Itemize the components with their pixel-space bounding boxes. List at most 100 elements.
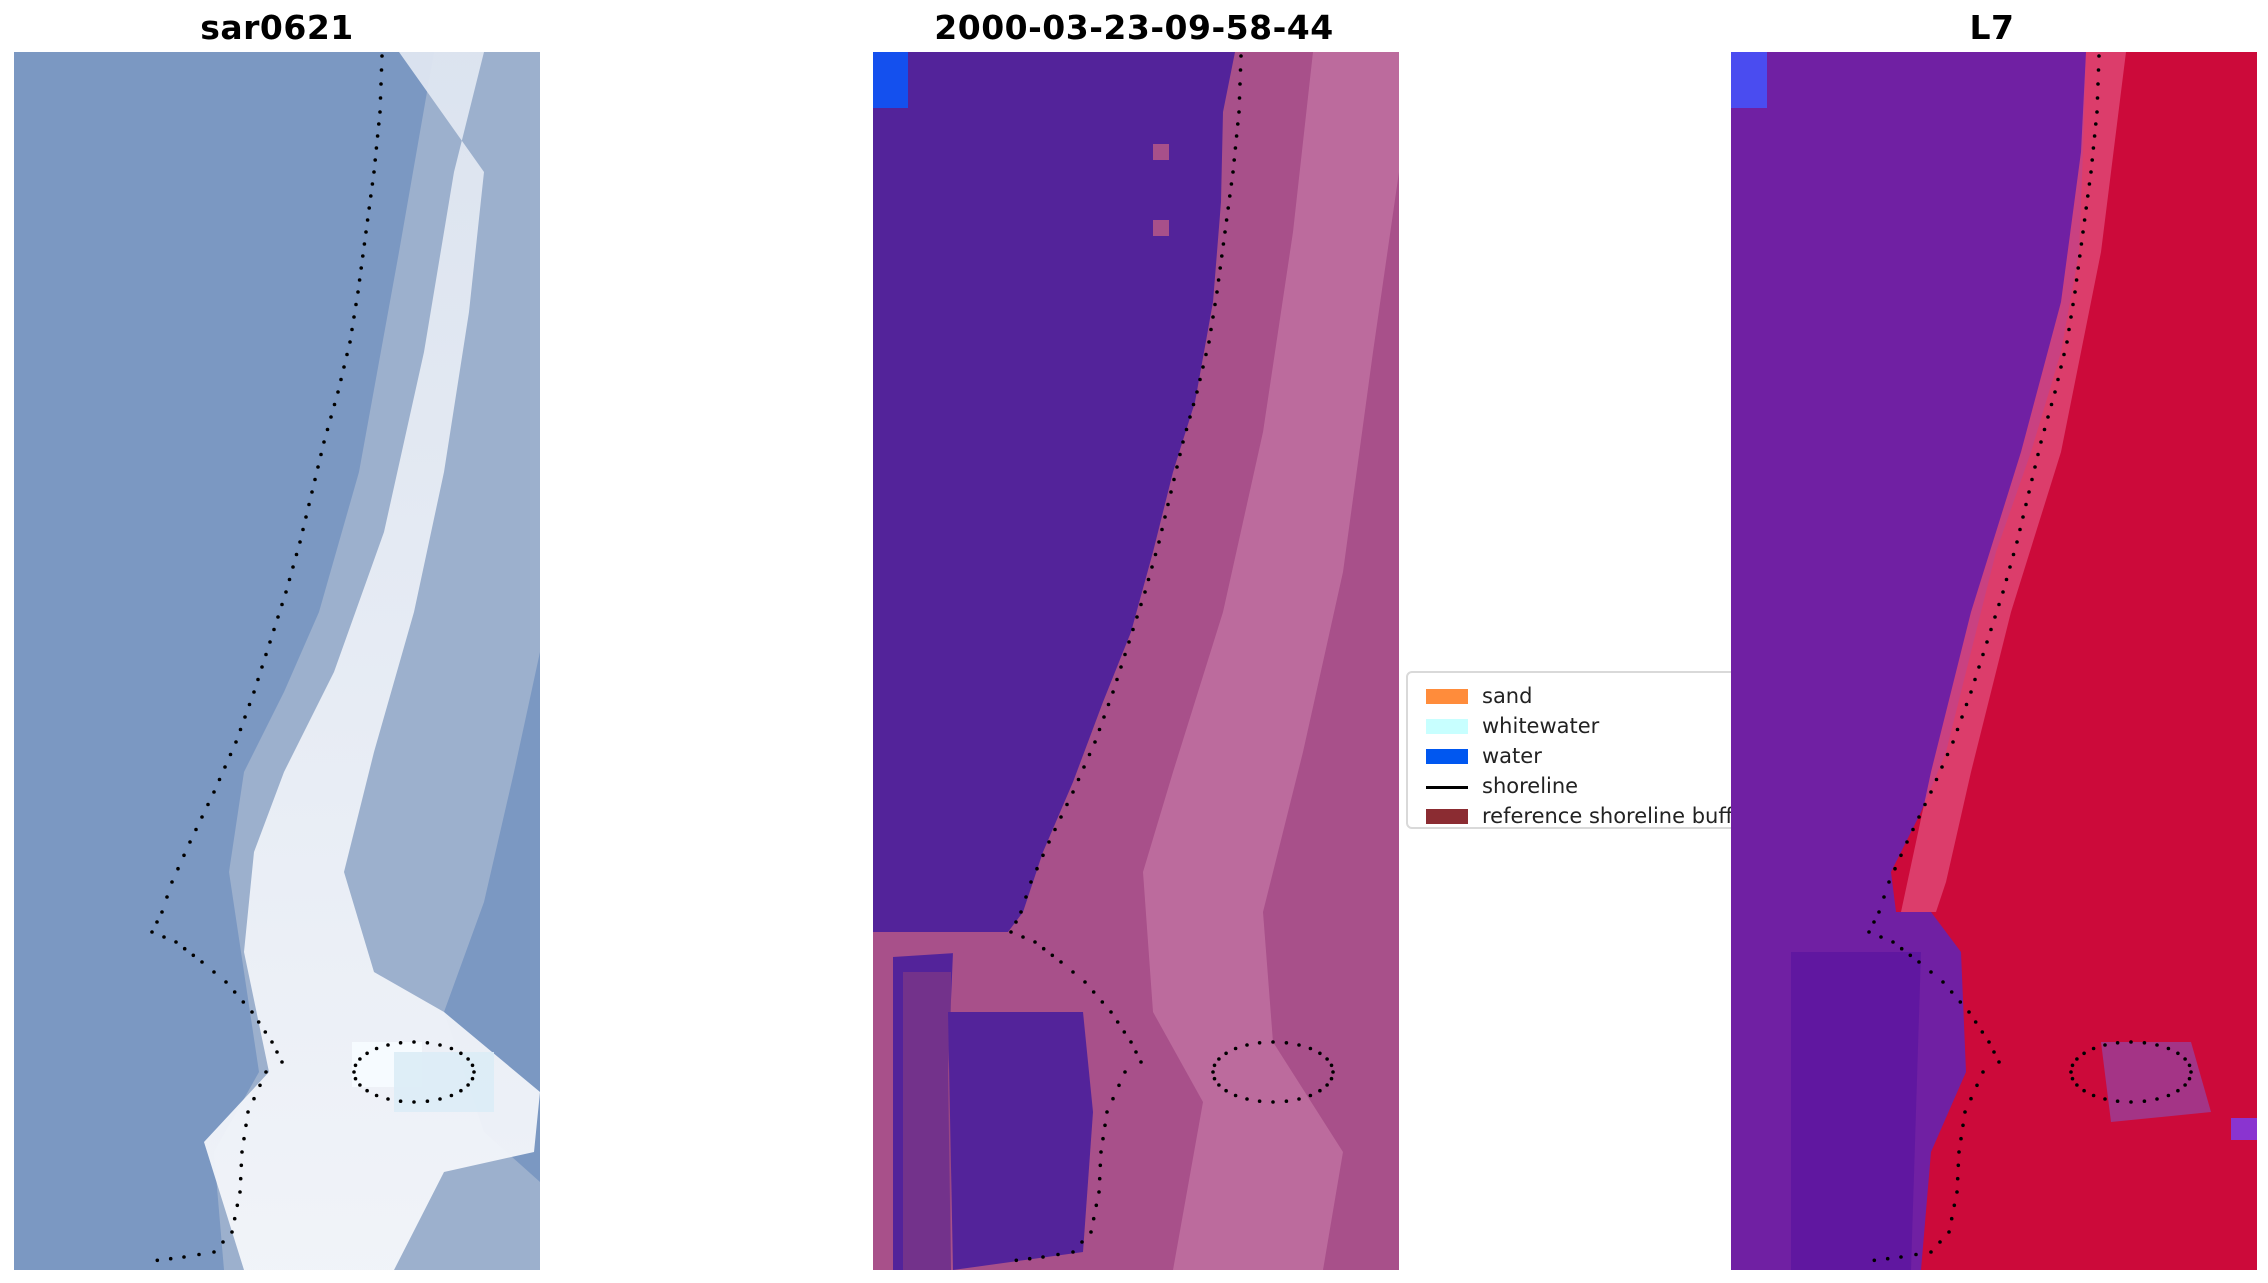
- shoreline-dot: [2071, 302, 2075, 307]
- shoreline-dot: [1106, 702, 1111, 707]
- shoreline-dot: [1091, 1216, 1096, 1221]
- shoreline-dot: [2073, 290, 2077, 294]
- shoreline-dot: [319, 452, 323, 457]
- shoreline-dot: [1143, 590, 1147, 594]
- shoreline-dot: [2092, 134, 2097, 138]
- shoreline-dot: [1945, 752, 1950, 757]
- shoreline-dot: [212, 1250, 216, 1254]
- shoreline-dot: [2062, 352, 2066, 357]
- shoreline-dot: [386, 1043, 390, 1047]
- shoreline-dot: [1212, 1076, 1217, 1081]
- shoreline-dot: [1056, 1252, 1060, 1257]
- shoreline-dot: [398, 1041, 403, 1045]
- shoreline-dot: [1127, 640, 1131, 644]
- shoreline-dot: [339, 377, 343, 382]
- shoreline-dot: [1955, 727, 1960, 732]
- shoreline-dot: [1964, 702, 1969, 707]
- shoreline-dot: [2070, 1076, 2075, 1081]
- shoreline-dot: [2039, 440, 2043, 444]
- shoreline-dot: [2011, 552, 2016, 557]
- shoreline-dot: [182, 853, 186, 858]
- shoreline-dot: [275, 1050, 279, 1054]
- shoreline-dot: [242, 1136, 246, 1141]
- shoreline-dot: [1041, 853, 1045, 858]
- shoreline-dot: [361, 254, 365, 258]
- shoreline-dot: [1111, 690, 1115, 694]
- shoreline-dot: [241, 1000, 246, 1004]
- shoreline-dot: [1009, 930, 1013, 934]
- shoreline-dot: [365, 1088, 369, 1093]
- shoreline-dot: [264, 1070, 268, 1074]
- shoreline-dot: [230, 1230, 234, 1234]
- shoreline-dot: [1083, 980, 1087, 984]
- shoreline-dot: [2142, 1099, 2147, 1103]
- shoreline-dot: [1284, 1041, 1289, 1045]
- shoreline-dot: [1893, 866, 1897, 871]
- shoreline-dot: [1969, 1096, 1973, 1101]
- land-index-area: [1891, 52, 2257, 1270]
- shoreline-dot: [1029, 880, 1033, 884]
- shoreline-dot: [1959, 1136, 1963, 1141]
- shoreline-dot: [2129, 1100, 2133, 1104]
- shoreline-dot: [2176, 1088, 2180, 1093]
- shoreline-dot: [1220, 254, 1224, 258]
- shoreline-dot: [1955, 1176, 1960, 1181]
- shoreline-dot: [2021, 515, 2025, 519]
- legend-label: shoreline: [1482, 774, 1579, 798]
- shoreline-dot: [1080, 1240, 1084, 1244]
- shoreline-dot: [466, 1057, 470, 1061]
- shoreline-dot: [358, 1083, 362, 1087]
- shoreline-dot: [1122, 1030, 1127, 1034]
- shoreline-dot: [1082, 765, 1086, 769]
- shoreline-dot: [1908, 953, 1913, 958]
- shoreline-dot: [1217, 1083, 1221, 1087]
- shoreline-dot: [1097, 1176, 1102, 1181]
- shoreline-dot: [1101, 1136, 1105, 1141]
- shoreline-dot: [316, 465, 320, 469]
- shoreline-dot: [238, 1190, 242, 1194]
- shoreline-dot: [332, 402, 337, 407]
- shoreline-dot: [2075, 1083, 2079, 1087]
- shoreline-dot: [2176, 1051, 2180, 1056]
- legend-item-reference-buffer: reference shoreline buffer: [1418, 801, 1754, 831]
- shoreline-dot: [2187, 1063, 2192, 1068]
- shoreline-dot: [2053, 390, 2057, 394]
- shoreline-dot: [1237, 96, 1242, 100]
- shoreline-dot: [1115, 677, 1119, 682]
- shoreline-dot: [353, 1076, 358, 1081]
- shoreline-dot: [1997, 1060, 2001, 1064]
- shoreline-dot: [1024, 895, 1028, 899]
- shoreline-dot: [322, 440, 326, 444]
- shoreline-dot: [472, 1070, 476, 1074]
- panel-title-middle: 2000-03-23-09-58-44: [934, 8, 1334, 47]
- shoreline-dot: [2004, 577, 2009, 582]
- shoreline-dot: [1209, 327, 1213, 332]
- water-swatch: [1426, 749, 1468, 764]
- shoreline-dot: [459, 1051, 463, 1056]
- shoreline-dot: [1139, 602, 1143, 607]
- shoreline-dot: [268, 640, 272, 644]
- shoreline-dot: [2049, 402, 2054, 407]
- shoreline-dot: [1929, 1250, 1933, 1254]
- shoreline-dot: [1297, 1097, 1301, 1101]
- shoreline-dot: [356, 290, 360, 294]
- shoreline-dot: [1234, 134, 1239, 138]
- shoreline-dot: [1236, 122, 1240, 126]
- shoreline-dot: [239, 1163, 244, 1168]
- shoreline-dot: [1223, 230, 1227, 234]
- shoreline-dot: [2096, 68, 2101, 72]
- shoreline-dot: [364, 230, 368, 234]
- shoreline-dot: [1097, 1190, 1101, 1194]
- shoreline-dot: [1111, 1096, 1115, 1101]
- shoreline-dot: [438, 1043, 442, 1047]
- shoreline-dot: [2056, 377, 2060, 382]
- shoreline-dot: [1952, 1203, 1957, 1208]
- shoreline-dot: [1098, 1163, 1103, 1168]
- shoreline-dot: [1014, 920, 1018, 924]
- shoreline-dot: [2103, 1097, 2107, 1101]
- shoreline-dot: [2094, 122, 2098, 126]
- shoreline-dot: [1885, 1256, 1890, 1261]
- classified-image-panel: [873, 52, 1399, 1270]
- shoreline-dot: [1119, 665, 1123, 669]
- shoreline-dots: [150, 54, 476, 1263]
